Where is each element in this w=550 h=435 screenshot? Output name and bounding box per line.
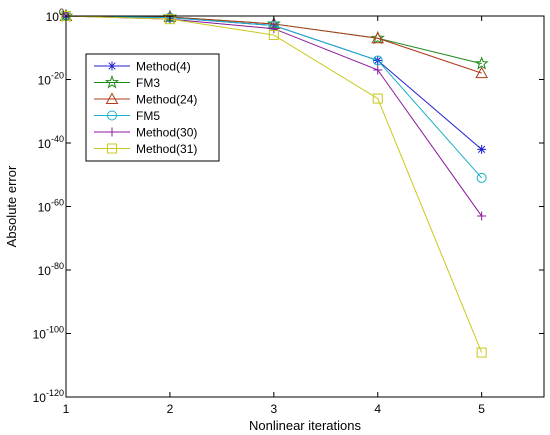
x-tick-label: 3 [270, 402, 277, 416]
axis-ticks: 1 2 3 4 5 100 10-20 10-40 10-60 10-80 10-100 10-120 [33, 7, 544, 416]
legend-label: Method(31) [136, 142, 197, 156]
y-tick-label: 10-40 [38, 134, 64, 151]
marker-square [268, 30, 279, 41]
y-tick-label: 10-100 [33, 325, 64, 342]
legend: Method(4) FM3 Method(24) FM5 Method(30) Metho… [85, 53, 220, 162]
y-axis-label: Absolute error [4, 165, 19, 247]
y-tick-label: 10-120 [33, 388, 64, 405]
marker-circle [372, 55, 383, 66]
x-tick-label: 4 [374, 402, 381, 416]
marker-star [474, 56, 489, 70]
legend-label: Method(4) [136, 60, 191, 74]
x-axis-label: Nonlinear iterations [249, 418, 362, 433]
marker-plus [107, 127, 117, 137]
marker-asterisk [107, 61, 117, 71]
legend-label: FM3 [136, 76, 160, 90]
marker-plus [477, 211, 487, 221]
y-tick-label: 10-20 [38, 71, 64, 88]
x-tick-label: 2 [167, 402, 174, 416]
marker-square [372, 93, 383, 104]
y-tick-label: 100 [46, 7, 64, 24]
marker-triangle [105, 92, 119, 104]
marker-circle [107, 110, 117, 121]
chart-marks [58, 8, 489, 358]
marker-plus [269, 24, 279, 34]
marker-triangle [475, 66, 488, 79]
marker-plus [373, 65, 383, 75]
marker-square [107, 143, 117, 154]
y-tick-label: 10-80 [38, 261, 64, 278]
x-tick-label: 1 [63, 402, 70, 416]
marker-square [476, 347, 487, 358]
legend-box [85, 53, 220, 162]
marker-star [104, 75, 120, 89]
legend-label: FM5 [136, 109, 160, 123]
series-line [65, 15, 483, 353]
legend-label: Method(24) [136, 93, 197, 107]
y-tick-label: 10-60 [38, 198, 64, 215]
marker-circle [476, 172, 487, 183]
marker-square [164, 14, 175, 25]
marker-triangle [371, 31, 385, 44]
x-tick-label: 5 [478, 402, 485, 416]
marker-star [370, 30, 385, 45]
legend-label: Method(30) [136, 126, 197, 140]
marker-asterisk [477, 144, 487, 154]
